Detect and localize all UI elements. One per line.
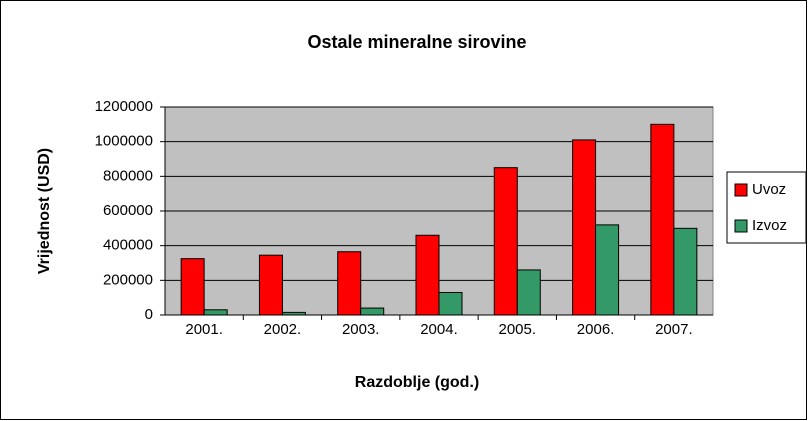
bar bbox=[258, 254, 283, 316]
y-tick-label: 200000 bbox=[103, 271, 153, 288]
y-tick-label: 1200000 bbox=[95, 98, 153, 115]
x-tick-label: 2003. bbox=[342, 321, 380, 338]
x-tick-label: 2006. bbox=[577, 321, 615, 338]
bar bbox=[203, 309, 228, 316]
bar bbox=[360, 307, 385, 316]
y-tick-label: 0 bbox=[145, 306, 153, 323]
bar bbox=[493, 167, 518, 316]
bar bbox=[281, 311, 306, 316]
x-tick-label: 2007. bbox=[655, 321, 693, 338]
legend-swatch bbox=[734, 219, 748, 233]
y-tick-label: 1000000 bbox=[95, 133, 153, 150]
legend-label: Uvoz bbox=[752, 181, 786, 198]
x-tick-label: 2005. bbox=[499, 321, 537, 338]
x-tick-label: 2004. bbox=[420, 321, 458, 338]
y-tick-label: 400000 bbox=[103, 237, 153, 254]
bar bbox=[415, 234, 440, 316]
y-axis-label: Vrijednost (USD) bbox=[36, 148, 53, 274]
bar bbox=[673, 227, 698, 316]
legend-label: Izvoz bbox=[752, 217, 787, 234]
bar bbox=[337, 251, 362, 316]
x-tick-label: 2001. bbox=[185, 321, 223, 338]
y-tick-label: 600000 bbox=[103, 202, 153, 219]
y-tick-label: 800000 bbox=[103, 167, 153, 184]
legend-swatch bbox=[734, 183, 748, 197]
bar bbox=[650, 123, 675, 316]
x-tick-label: 2002. bbox=[264, 321, 302, 338]
bar bbox=[595, 224, 620, 316]
bar bbox=[572, 139, 597, 316]
bar bbox=[438, 291, 463, 316]
chart-title: Ostale mineralne sirovine bbox=[307, 32, 526, 52]
bar bbox=[516, 269, 541, 316]
x-axis-label: Razdoblje (god.) bbox=[355, 374, 479, 391]
bar bbox=[180, 258, 205, 316]
